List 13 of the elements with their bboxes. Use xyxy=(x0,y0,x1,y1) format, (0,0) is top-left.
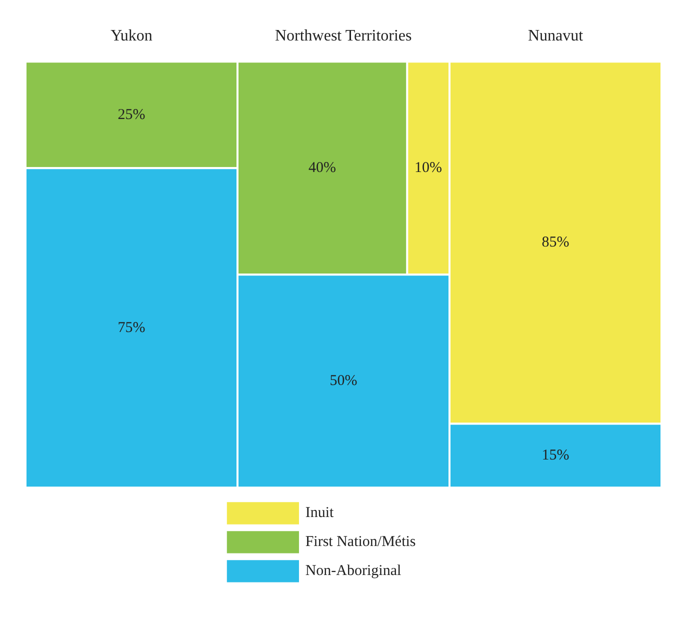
data-label: 75% xyxy=(118,320,146,336)
data-label: 25% xyxy=(118,106,146,123)
legend-label: Inuit xyxy=(305,505,335,522)
data-label: 85% xyxy=(542,234,570,251)
legend-label: First Nation/Métis xyxy=(305,534,416,550)
data-label: 15% xyxy=(542,448,570,464)
legend-label: Non-Aboriginal xyxy=(305,563,402,580)
data-label: 40% xyxy=(308,160,336,176)
category-label: Northwest Territories xyxy=(274,28,412,45)
category-label: Yukon xyxy=(110,28,152,45)
data-label: 50% xyxy=(330,373,358,390)
data-label: 10% xyxy=(414,160,442,176)
category-label: Nunavut xyxy=(528,28,584,45)
